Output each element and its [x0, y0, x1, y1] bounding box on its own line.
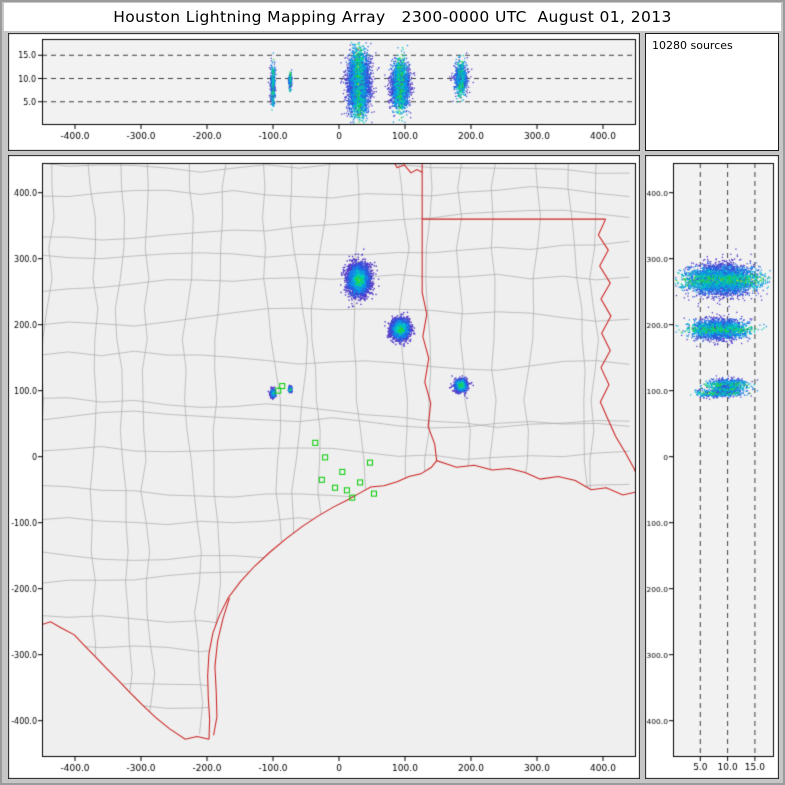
altitude-ew-panel	[8, 33, 640, 151]
plan-view-panel	[8, 155, 640, 779]
ew-altitude-plot[interactable]	[8, 33, 640, 151]
plan-view-map-plot[interactable]	[8, 155, 640, 779]
altitude-ns-panel	[645, 155, 779, 779]
sources-panel: 10280 sources	[645, 33, 779, 151]
sources-count: 10280 sources	[652, 39, 733, 52]
ns-altitude-plot[interactable]	[645, 155, 779, 779]
page-title: Houston Lightning Mapping Array 2300-000…	[4, 3, 781, 31]
